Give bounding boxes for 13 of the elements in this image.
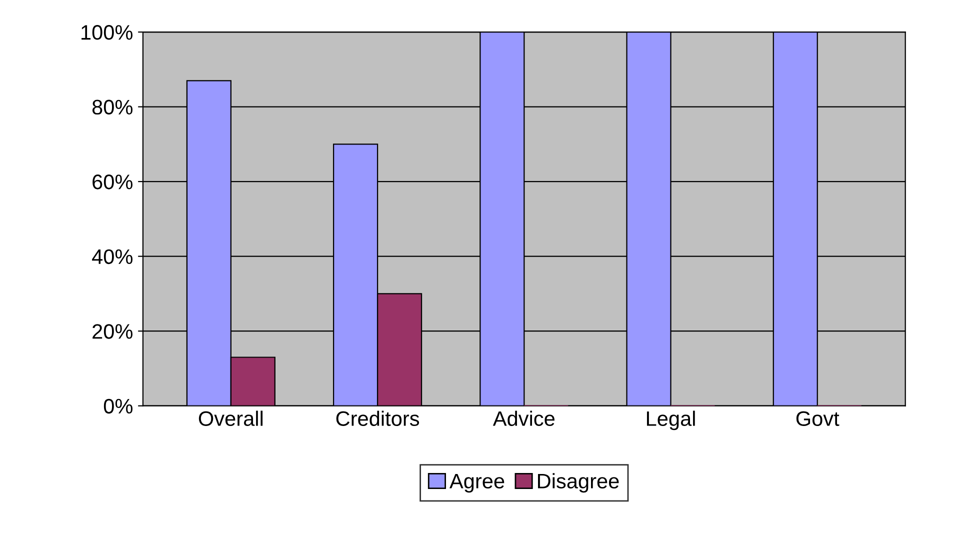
y-tick-label: 100% bbox=[82, 25, 132, 40]
x-tick-label: Overall bbox=[198, 410, 263, 426]
y-tick-label: 40% bbox=[92, 249, 132, 264]
x-tick-label: Legal bbox=[646, 410, 695, 430]
legend-label: Disagree bbox=[538, 473, 619, 493]
x-tick-label: Advice bbox=[492, 410, 554, 426]
x-tick-label: Creditors bbox=[336, 410, 420, 426]
y-tick-label: 80% bbox=[92, 100, 132, 115]
y-tick-label: 60% bbox=[92, 174, 132, 190]
y-tick-label: 0% bbox=[104, 398, 132, 414]
x-tick-label: Govt bbox=[796, 411, 840, 426]
y-tick-label: 20% bbox=[92, 324, 132, 339]
legend-label: Agree bbox=[450, 474, 504, 493]
